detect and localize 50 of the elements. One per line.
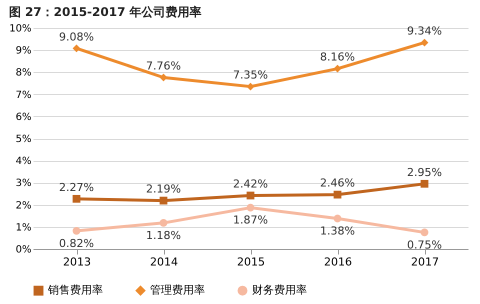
- data-label: 7.35%: [233, 68, 268, 82]
- point: [246, 204, 254, 212]
- point: [72, 227, 80, 235]
- data-label: 1.38%: [320, 224, 355, 238]
- point: [160, 196, 168, 204]
- y-tick-label: 8%: [16, 68, 32, 79]
- x-tick-label: 2014: [150, 256, 178, 268]
- point: [420, 38, 428, 46]
- y-tick-label: 1%: [16, 222, 32, 234]
- data-label: 2.27%: [59, 180, 94, 194]
- x-tick-label: 2013: [63, 256, 91, 268]
- point: [160, 74, 168, 82]
- y-tick-label: 5%: [16, 134, 32, 145]
- data-label: 9.34%: [407, 24, 442, 38]
- x-tick-label: 2015: [237, 256, 265, 268]
- y-tick-label: 10%: [9, 24, 32, 34]
- point: [420, 228, 428, 236]
- legend-label: 管理费用率: [150, 284, 205, 297]
- data-label: 2.19%: [146, 182, 181, 196]
- point: [334, 214, 342, 222]
- point: [160, 219, 168, 227]
- x-tick-label: 2017: [411, 256, 439, 268]
- data-label: 0.75%: [407, 238, 442, 252]
- y-tick-label: 3%: [16, 178, 32, 190]
- y-tick-label: 7%: [16, 90, 32, 101]
- data-label: 2.42%: [233, 178, 268, 191]
- data-label: 9.08%: [59, 30, 94, 44]
- y-tick-label: 4%: [16, 156, 32, 168]
- point: [334, 64, 342, 73]
- point: [72, 44, 80, 52]
- y-tick-label: 0%: [16, 244, 32, 256]
- x-tick-label: 2016: [324, 256, 352, 268]
- point: [420, 180, 428, 188]
- chart-title: 图 27：2015-2017 年公司费用率: [8, 5, 202, 19]
- point: [246, 192, 254, 200]
- point: [72, 194, 80, 203]
- y-tick-label: 9%: [16, 46, 32, 57]
- data-label: 2.46%: [320, 176, 355, 190]
- point: [246, 82, 254, 90]
- legend-label: 销售费用率: [47, 284, 103, 297]
- data-label: 8.16%: [320, 50, 355, 64]
- y-tick-label: 6%: [16, 112, 32, 123]
- data-label: 7.76%: [146, 60, 181, 73]
- data-label: 2.95%: [407, 166, 442, 179]
- data-label: 1.87%: [233, 214, 268, 227]
- legend-label: 财务费用率: [252, 284, 307, 297]
- data-label: 0.82%: [59, 236, 94, 250]
- data-label: 1.18%: [146, 228, 181, 242]
- point: [334, 190, 342, 199]
- y-tick-label: 2%: [16, 200, 32, 212]
